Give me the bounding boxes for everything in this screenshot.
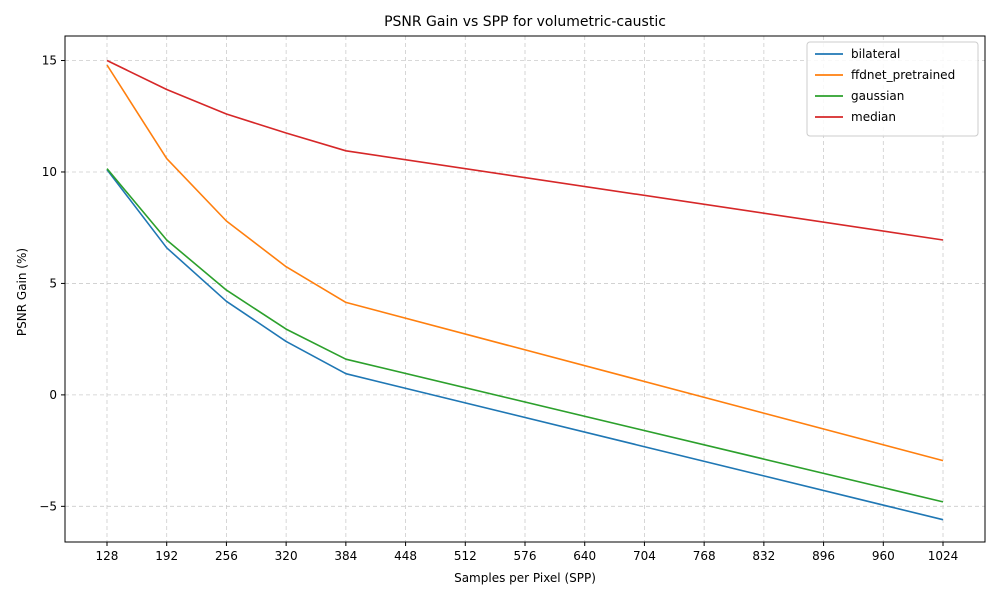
- y-tick-label: −5: [39, 499, 57, 513]
- x-tick-label: 192: [155, 549, 178, 563]
- legend-label: ffdnet_pretrained: [851, 68, 955, 82]
- series-line-gaussian: [106, 168, 944, 503]
- x-tick-label: 128: [96, 549, 119, 563]
- legend-label: gaussian: [851, 89, 904, 103]
- y-tick-label: 15: [42, 54, 57, 68]
- x-tick-label: 896: [812, 549, 835, 563]
- x-tick-label: 448: [394, 549, 417, 563]
- x-tick-label: 1024: [928, 549, 959, 563]
- legend-box: [806, 41, 979, 137]
- x-tick-label: 640: [573, 549, 596, 563]
- x-axis-label: Samples per Pixel (SPP): [454, 571, 596, 585]
- y-tick-label: 10: [42, 165, 57, 179]
- legend: bilateral ffdnet_pretrained gaussian median: [806, 41, 979, 137]
- x-tick-label: 576: [514, 549, 537, 563]
- x-tick-label: 768: [693, 549, 716, 563]
- x-tick-label: 256: [215, 549, 238, 563]
- series-lines: [106, 59, 944, 521]
- x-tick-label: 960: [872, 549, 895, 563]
- x-tick-label: 320: [275, 549, 298, 563]
- x-tick-label: 704: [633, 549, 656, 563]
- series-line-median: [106, 59, 944, 241]
- series-line-ffdnet_pretrained: [106, 64, 944, 462]
- y-axis-ticks: −5 0 5 10 15: [39, 54, 65, 513]
- chart-title: PSNR Gain vs SPP for volumetric-caustic: [384, 14, 666, 30]
- y-axis-label: PSNR Gain (%): [15, 248, 29, 336]
- legend-label: bilateral: [851, 47, 900, 61]
- y-tick-label: 5: [49, 276, 57, 290]
- x-axis-ticks: 128 192 256 320 384 448 512 576 640 704 768 832 896 9…: [96, 542, 959, 563]
- legend-label: median: [851, 110, 896, 124]
- y-tick-label: 0: [49, 388, 57, 402]
- x-tick-label: 384: [334, 549, 357, 563]
- x-tick-label: 512: [454, 549, 477, 563]
- series-line-bilateral: [106, 169, 944, 521]
- x-tick-label: 832: [752, 549, 775, 563]
